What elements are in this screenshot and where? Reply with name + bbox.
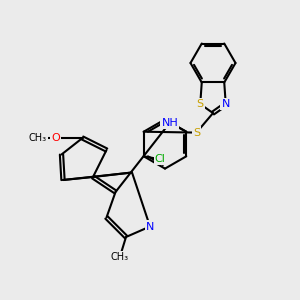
Text: S: S bbox=[193, 128, 200, 138]
Text: N: N bbox=[222, 99, 230, 109]
Text: NH: NH bbox=[161, 118, 178, 128]
Text: N: N bbox=[146, 221, 154, 232]
Text: CH₃: CH₃ bbox=[111, 251, 129, 262]
Text: CH₃: CH₃ bbox=[28, 133, 46, 143]
Text: S: S bbox=[197, 99, 204, 109]
Text: Cl: Cl bbox=[155, 154, 166, 164]
Text: O: O bbox=[51, 133, 60, 143]
